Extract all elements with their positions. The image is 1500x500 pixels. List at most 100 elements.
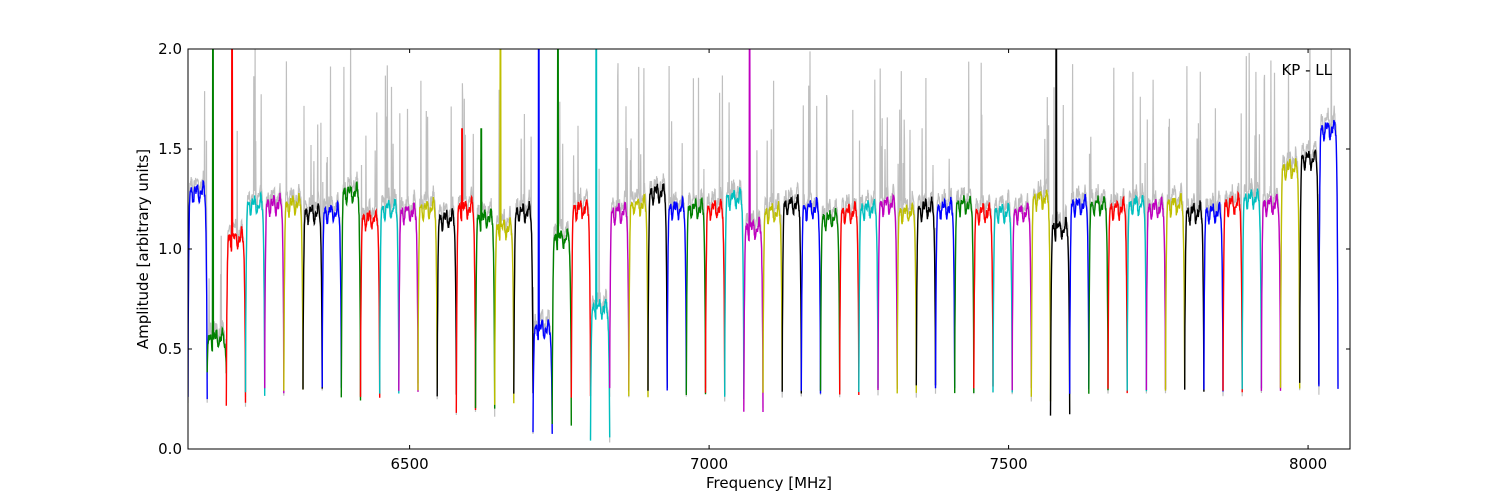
background-series-segment	[858, 79, 879, 391]
background-series-segment	[877, 68, 898, 396]
channel-series-55	[1222, 190, 1243, 393]
series-layer	[188, 49, 1339, 443]
background-series-segment	[1241, 52, 1263, 393]
background-series-segment	[321, 66, 342, 391]
channel-series-60	[1318, 119, 1339, 389]
background-series-segment	[685, 77, 707, 394]
channel-series-39	[915, 196, 937, 386]
y-tick-label: 1.0	[158, 240, 182, 258]
background-series-segment	[973, 62, 994, 393]
background-series-segment	[992, 189, 1013, 395]
background-series-segment	[417, 80, 438, 393]
y-tick-label: 0.5	[158, 340, 182, 358]
channel-series-57	[1260, 193, 1282, 391]
background-series-segment	[513, 113, 534, 400]
channel-series-23	[609, 201, 630, 391]
channel-series-41	[954, 194, 975, 394]
x-tick-label: 6500	[391, 455, 429, 473]
channel-series-11	[379, 198, 400, 394]
channel-series-5	[264, 192, 285, 394]
channel-series-4	[244, 190, 266, 396]
channel-series-14	[436, 208, 457, 397]
channel-series-7	[302, 203, 323, 390]
channel-series-24	[628, 193, 649, 398]
channel-series-47	[1068, 193, 1090, 394]
y-tick-label: 1.5	[158, 140, 182, 158]
channel-series-36	[858, 198, 879, 393]
background-series-segment	[188, 91, 208, 404]
background-series-segment	[915, 77, 937, 388]
background-series-segment	[896, 71, 917, 398]
background-series-segment	[206, 235, 227, 381]
channel-series-12	[398, 202, 419, 392]
channel-series-46	[1049, 49, 1071, 416]
x-tick-label: 8000	[1289, 455, 1327, 473]
channel-series-32	[781, 194, 802, 394]
background-series-segment	[551, 101, 572, 429]
channel-series-15	[455, 128, 477, 413]
background-series-segment	[1203, 108, 1224, 397]
background-series-segment	[1011, 193, 1032, 393]
channel-series-31	[762, 201, 783, 393]
channel-series-34	[819, 207, 841, 391]
background-series-segment	[225, 130, 247, 407]
channel-series-29	[724, 187, 745, 400]
channel-series-13	[417, 196, 438, 391]
background-series-segment	[1088, 136, 1109, 394]
channel-series-8	[321, 199, 342, 388]
channel-series-48	[1088, 195, 1109, 394]
x-tick-label: 7500	[989, 455, 1027, 473]
channel-series-16	[474, 128, 496, 409]
background-series-segment	[1126, 71, 1148, 394]
background-series-segment	[724, 102, 745, 402]
background-series-segment	[609, 63, 630, 397]
channel-series-52	[1164, 192, 1186, 391]
channel-series-56	[1241, 188, 1263, 390]
background-series-segment	[379, 65, 400, 397]
channel-series-26	[666, 194, 687, 393]
channel-series-49	[1107, 195, 1128, 394]
channel-series-6	[283, 192, 304, 391]
channel-series-22	[589, 49, 611, 441]
background-series-segment	[532, 287, 553, 435]
background-series-segment	[647, 173, 668, 320]
background-series-segment	[455, 83, 477, 416]
background-series-segment	[1260, 60, 1282, 394]
channel-series-30	[743, 49, 764, 413]
channel-series-35	[839, 201, 860, 396]
background-series-segment	[570, 125, 592, 396]
background-series-segment	[666, 65, 687, 397]
y-axis-label: Amplitude [arbitrary units]	[134, 149, 152, 349]
channel-series-59	[1298, 149, 1320, 385]
channel-series-51	[1145, 196, 1167, 391]
channel-series-50	[1126, 194, 1148, 392]
channel-series-21	[570, 199, 592, 398]
background-series-segment	[628, 66, 649, 398]
annotation-label: KP - LL	[1281, 61, 1332, 79]
background-series-segment	[302, 105, 323, 391]
channel-series-42	[973, 202, 994, 389]
background-series-segment	[1164, 118, 1186, 392]
channel-series-3	[225, 49, 247, 406]
channel-series-45	[1030, 189, 1052, 402]
x-axis-label: Frequency [MHz]	[706, 474, 832, 492]
background-series-segment	[398, 108, 419, 385]
background-series-segment	[781, 181, 802, 396]
channel-series-20	[551, 49, 572, 426]
channel-series-58	[1279, 158, 1301, 389]
channel-series-9	[340, 181, 362, 401]
y-tick-label: 0.0	[158, 440, 182, 458]
channel-series-27	[685, 197, 707, 396]
background-series-segment	[934, 158, 956, 394]
channel-series-43	[992, 202, 1013, 393]
y-tick-label: 2.0	[158, 40, 182, 58]
plot-background	[188, 49, 1350, 449]
background-series-segment	[1299, 49, 1320, 384]
background-series-segment	[954, 61, 975, 395]
channel-series-37	[877, 193, 898, 391]
background-series-segment	[1318, 49, 1339, 395]
channel-series-18	[513, 200, 534, 394]
background-series-segment	[819, 95, 841, 396]
background-series-segment	[1030, 97, 1052, 402]
background-series-segment	[704, 75, 726, 393]
